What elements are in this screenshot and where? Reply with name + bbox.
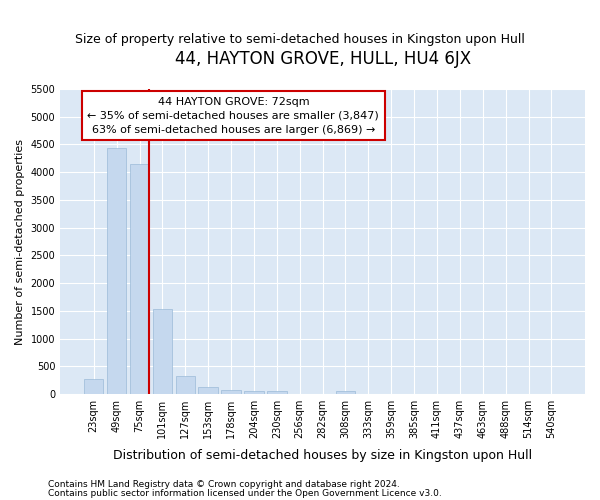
Bar: [130, 164, 149, 394]
Bar: [199, 387, 218, 394]
Text: Contains public sector information licensed under the Open Government Licence v3: Contains public sector information licen…: [48, 489, 442, 498]
Bar: [221, 390, 241, 394]
X-axis label: Distribution of semi-detached houses by size in Kingston upon Hull: Distribution of semi-detached houses by …: [113, 450, 532, 462]
Bar: [84, 378, 103, 394]
Bar: [267, 391, 287, 394]
Bar: [107, 148, 127, 394]
Text: 44 HAYTON GROVE: 72sqm
← 35% of semi-detached houses are smaller (3,847)
63% of : 44 HAYTON GROVE: 72sqm ← 35% of semi-det…: [88, 96, 379, 134]
Y-axis label: Number of semi-detached properties: Number of semi-detached properties: [15, 138, 25, 344]
Title: 44, HAYTON GROVE, HULL, HU4 6JX: 44, HAYTON GROVE, HULL, HU4 6JX: [175, 50, 470, 68]
Bar: [176, 376, 195, 394]
Bar: [244, 391, 263, 394]
Bar: [152, 308, 172, 394]
Bar: [336, 391, 355, 394]
Text: Contains HM Land Registry data © Crown copyright and database right 2024.: Contains HM Land Registry data © Crown c…: [48, 480, 400, 489]
Text: Size of property relative to semi-detached houses in Kingston upon Hull: Size of property relative to semi-detach…: [75, 32, 525, 46]
